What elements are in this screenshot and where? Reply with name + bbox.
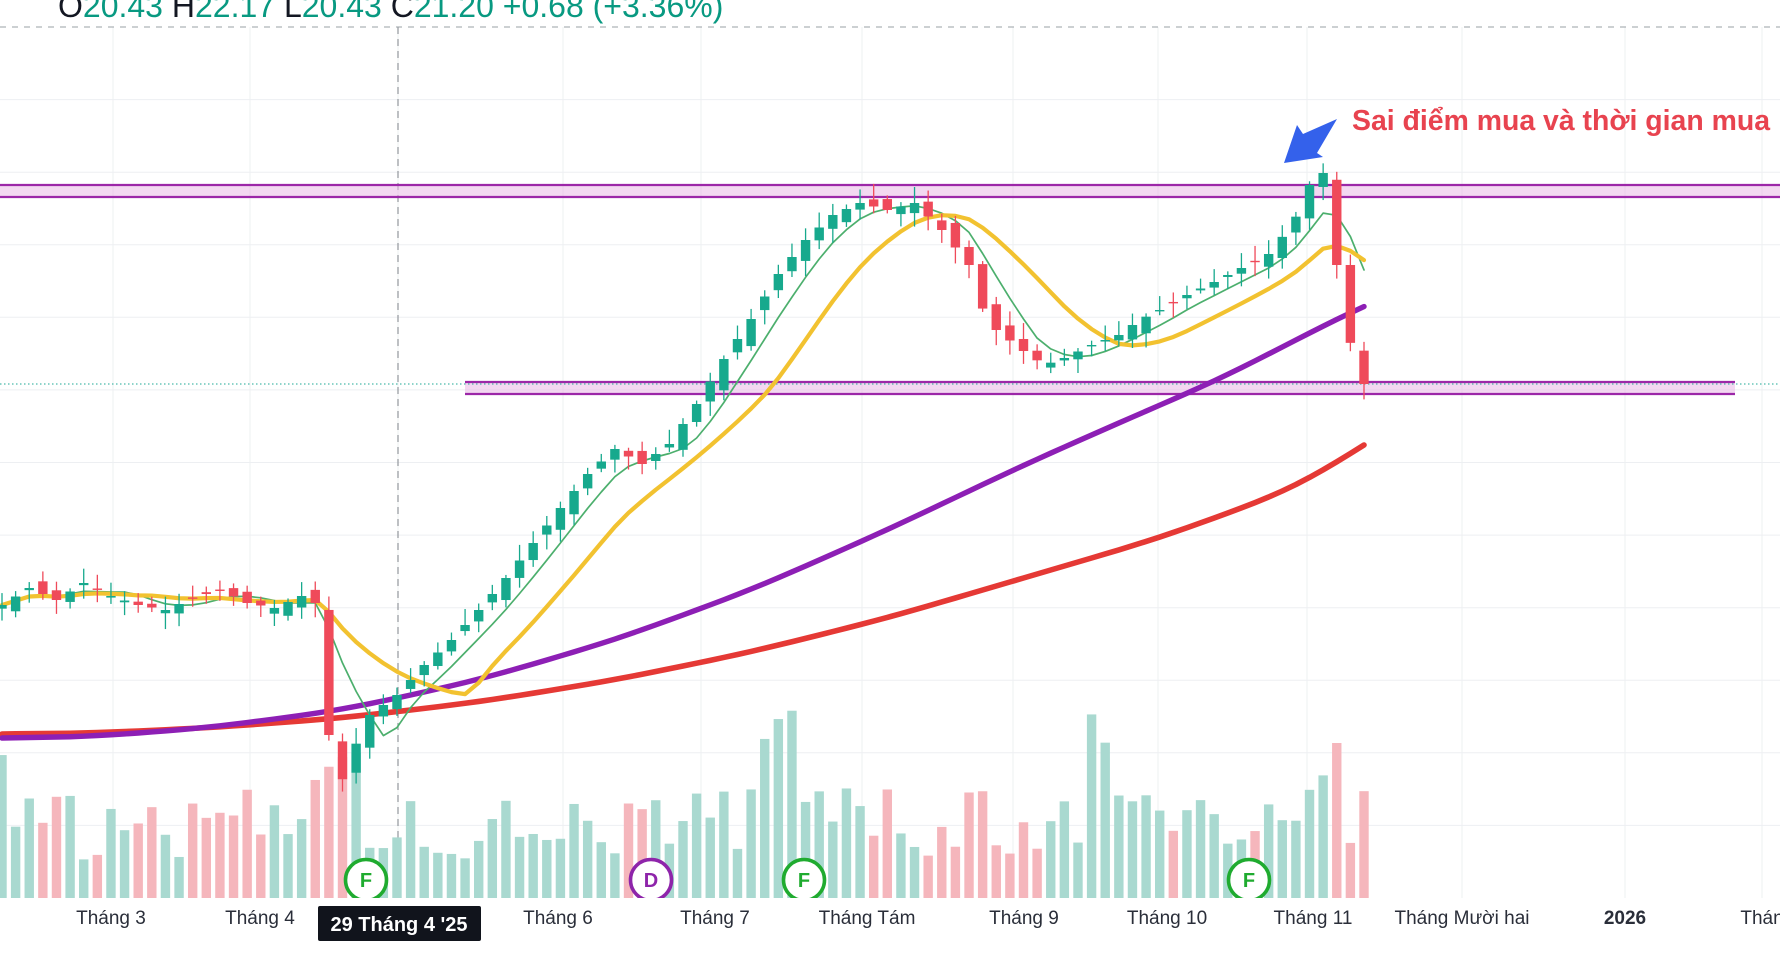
svg-text:F: F: [798, 870, 810, 892]
svg-text:O20.43 H22.17 L20.43 C21.20 +0: O20.43 H22.17 L20.43 C21.20 +0.68 (+3.36…: [58, 0, 723, 24]
svg-text:F: F: [360, 870, 372, 892]
svg-text:Tháng 4: Tháng 4: [225, 908, 295, 929]
svg-text:2026: 2026: [1604, 908, 1646, 929]
svg-text:Tháng 3: Tháng 3: [76, 908, 146, 929]
svg-text:29 Tháng 4 '25: 29 Tháng 4 '25: [330, 914, 467, 936]
svg-text:F: F: [1243, 870, 1255, 892]
svg-text:Tháng 11: Tháng 11: [1274, 908, 1353, 929]
svg-text:Tháng 7: Tháng 7: [680, 908, 750, 929]
svg-text:Tháng 6: Tháng 6: [523, 908, 593, 929]
svg-text:Sai điểm mua và thời gian mua: Sai điểm mua và thời gian mua: [1352, 105, 1771, 137]
svg-text:Thán: Thán: [1740, 908, 1780, 929]
svg-text:Tháng Tám: Tháng Tám: [819, 908, 916, 929]
svg-text:Tháng 9: Tháng 9: [989, 908, 1059, 929]
svg-text:Tháng Mười hai: Tháng Mười hai: [1394, 908, 1529, 929]
svg-text:Tháng 10: Tháng 10: [1127, 908, 1207, 929]
svg-text:D: D: [644, 870, 658, 892]
